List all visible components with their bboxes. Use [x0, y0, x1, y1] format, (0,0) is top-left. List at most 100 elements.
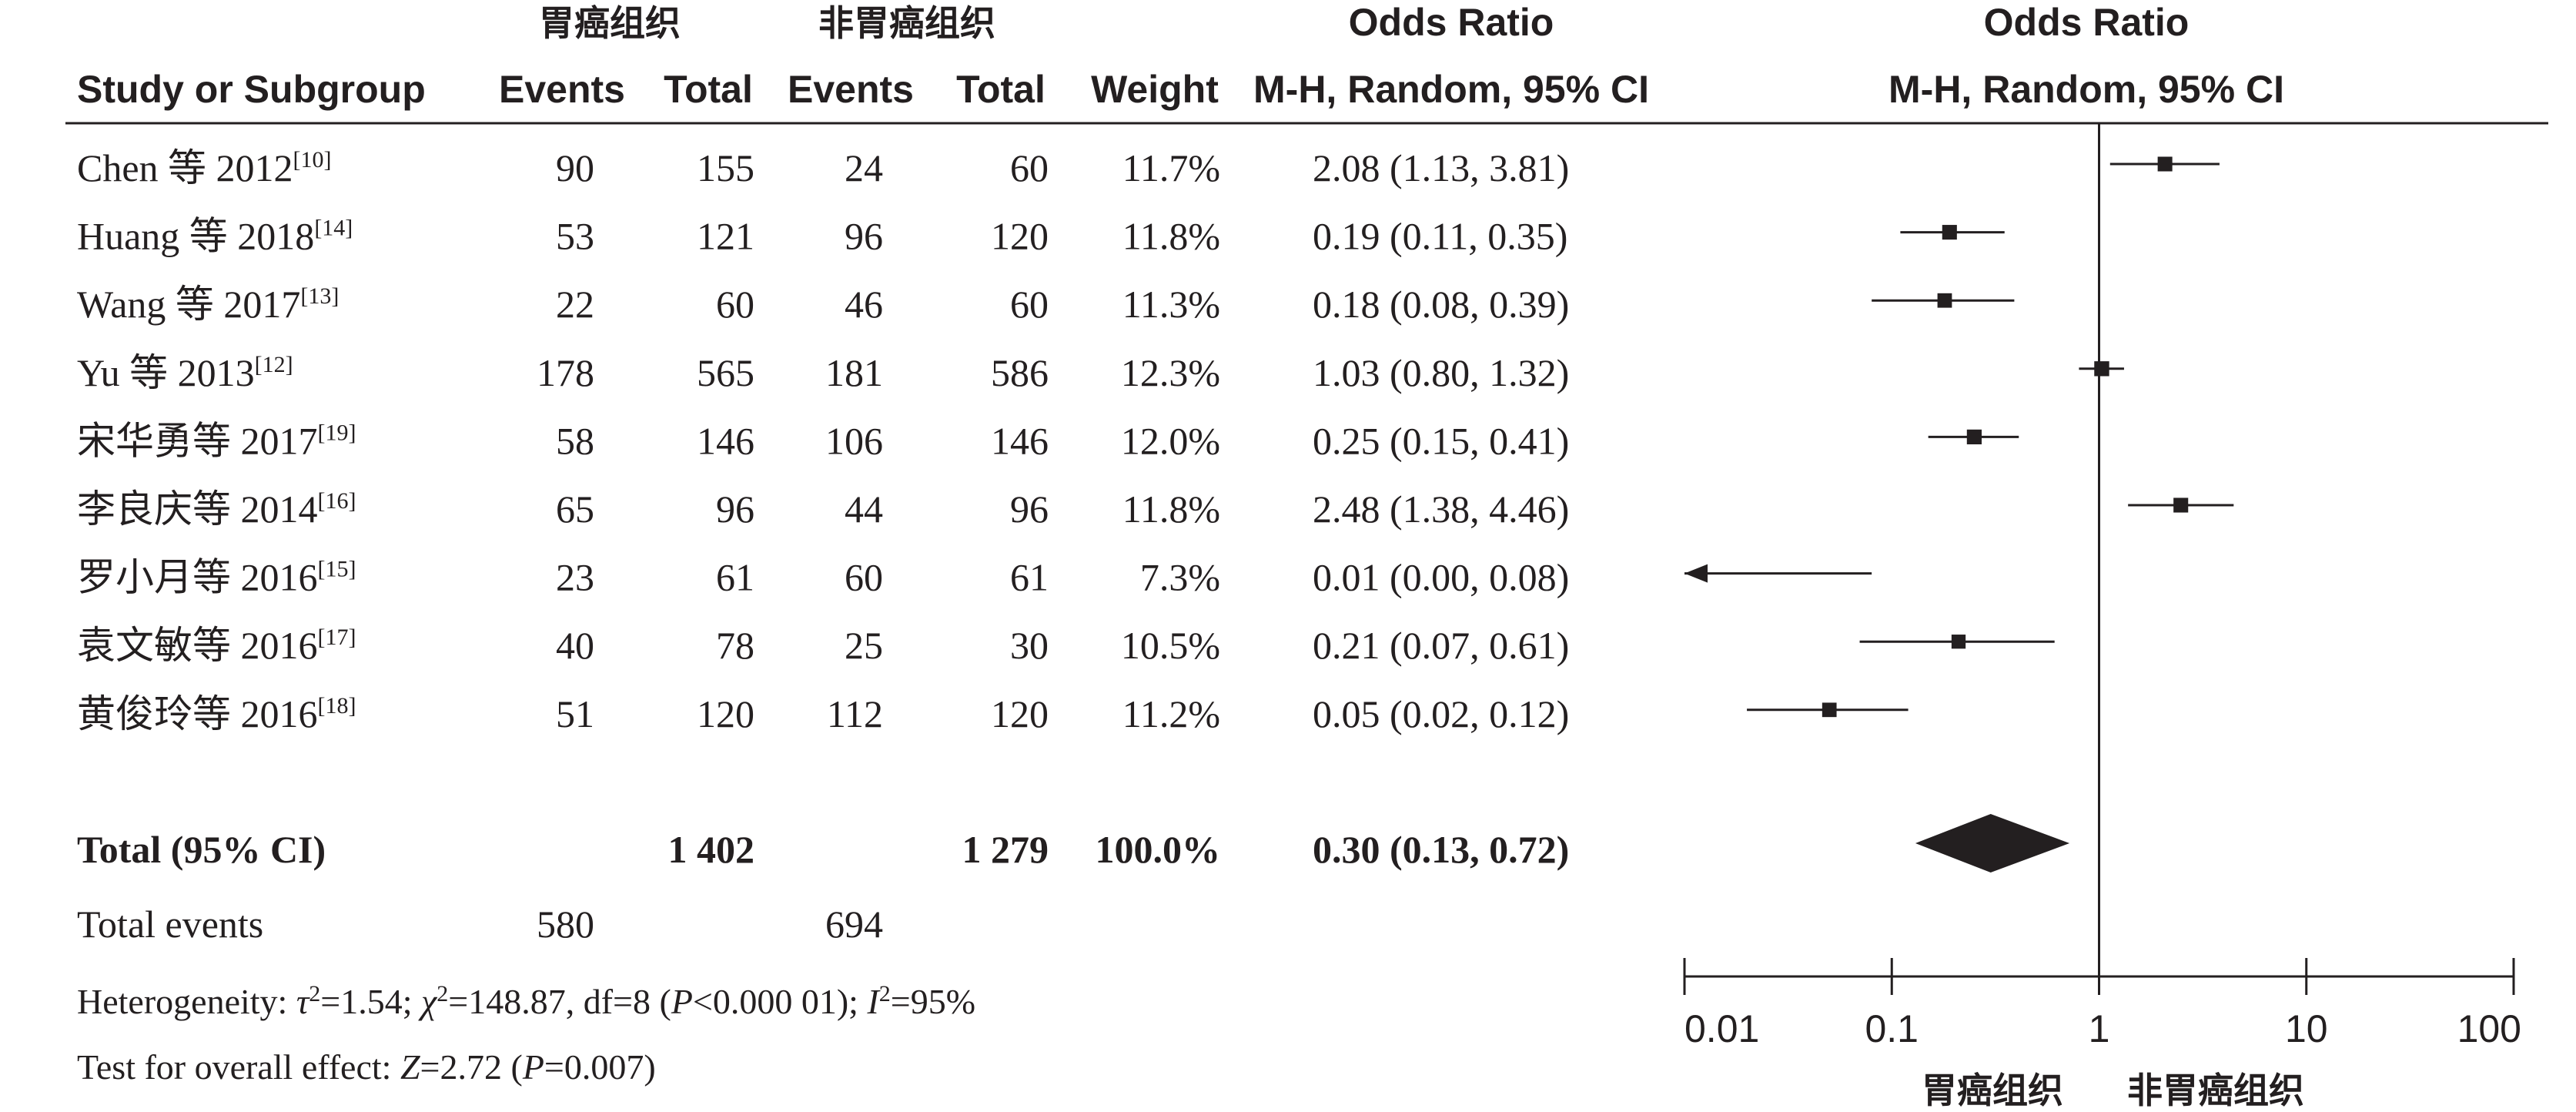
events2-cell: 112: [827, 692, 883, 735]
study-name: Wang 等 2017[13]: [77, 283, 339, 326]
events2-cell: 24: [845, 146, 883, 189]
events2-header: Events: [788, 68, 914, 111]
events2-cell: 44: [845, 487, 883, 531]
events2-cell: 96: [845, 215, 883, 258]
events1-cell: 53: [556, 215, 594, 258]
total1-cell: 146: [697, 419, 754, 462]
weight-cell: 7.3%: [1140, 556, 1220, 599]
study-name: Yu 等 2013[12]: [77, 351, 293, 394]
weight-cell: 12.3%: [1121, 351, 1220, 394]
point-estimate: [1966, 429, 1982, 444]
total1-cell: 78: [716, 624, 754, 667]
or-ci-cell: 0.19 (0.11, 0.35): [1313, 215, 1567, 258]
events1-cell: 58: [556, 419, 594, 462]
x-axis: 0.01 0.1 1 10 100: [1683, 958, 2521, 1050]
total1-cell: 155: [697, 146, 754, 189]
weight-header: Weight: [1091, 68, 1219, 111]
total1-cell: 565: [697, 351, 754, 394]
study-name: 宋华勇等 2017[19]: [77, 419, 356, 462]
study-rows: Chen 等 2012[10] 90 155 24 60 11.7% 2.08 (1.13,…: [77, 146, 1569, 735]
total2-cell: 120: [991, 215, 1049, 258]
point-estimate: [1937, 293, 1952, 308]
or-ci-header: M-H, Random, 95% CI: [1253, 68, 1649, 111]
or-ci-cell: 0.21 (0.07, 0.61): [1313, 624, 1569, 667]
point-estimate: [1942, 225, 1957, 240]
x-tick-label: 100: [2457, 1007, 2521, 1050]
total2-cell: 586: [991, 351, 1049, 394]
point-estimate: [2094, 361, 2109, 377]
total1-cell: 60: [716, 283, 754, 326]
total-events1: 580: [537, 903, 594, 946]
point-estimate: [2173, 497, 2189, 513]
total2-cell: 30: [1010, 624, 1049, 667]
favours-left-label: 胃癌组织: [1922, 1070, 2063, 1111]
x-tick-label: 0.01: [1684, 1007, 1759, 1050]
point-estimate: [1822, 702, 1837, 718]
events2-cell: 181: [825, 351, 883, 394]
total-label: Total (95% CI): [77, 828, 326, 871]
total2-header: Total: [956, 68, 1045, 111]
group2-header: 非胃癌组织: [818, 2, 995, 44]
total1-cell: 121: [697, 215, 754, 258]
or-ci-cell: 0.18 (0.08, 0.39): [1313, 283, 1569, 326]
study-name: 李良庆等 2014[16]: [77, 487, 356, 531]
total2-cell: 146: [991, 419, 1049, 462]
total1-cell: 96: [716, 487, 754, 531]
point-estimate: [2157, 156, 2173, 172]
or-ci-cell: 2.48 (1.38, 4.46): [1313, 487, 1569, 531]
or-ci-cell: 2.08 (1.13, 3.81): [1313, 146, 1569, 189]
or-ci-cell: 0.01 (0.00, 0.08): [1313, 556, 1569, 599]
total1-cell: 120: [697, 692, 754, 735]
point-estimate: [1951, 635, 1966, 649]
total-ci: 0.30 (0.13, 0.72): [1313, 828, 1569, 871]
study-column-header: Study or Subgroup: [77, 68, 426, 111]
weight-cell: 12.0%: [1121, 419, 1220, 462]
total2-value: 1 279: [962, 828, 1049, 871]
x-tick-label: 1: [2089, 1007, 2110, 1050]
total1-cell: 61: [716, 556, 754, 599]
or-ci-cell: 0.05 (0.02, 0.12): [1313, 692, 1569, 735]
pooled-diamond: [1915, 814, 2070, 873]
total-weight: 100.0%: [1096, 828, 1221, 871]
or-ci-cell: 0.25 (0.15, 0.41): [1313, 419, 1569, 462]
weight-cell: 11.2%: [1122, 692, 1220, 735]
total-events-label: Total events: [77, 903, 263, 946]
plot-header: Odds Ratio: [1984, 1, 2190, 44]
weight-cell: 11.8%: [1122, 215, 1220, 258]
events1-header: Events: [499, 68, 625, 111]
total2-cell: 60: [1010, 283, 1049, 326]
favours-right-label: 非胃癌组织: [2127, 1070, 2304, 1111]
events1-cell: 23: [556, 556, 594, 599]
weight-cell: 11.3%: [1122, 283, 1220, 326]
events2-cell: 106: [825, 419, 883, 462]
plot-ci-header: M-H, Random, 95% CI: [1889, 68, 2284, 111]
events1-cell: 51: [556, 692, 594, 735]
events2-cell: 60: [845, 556, 883, 599]
events2-cell: 46: [845, 283, 883, 326]
total-events2: 694: [825, 903, 883, 946]
study-name: Huang 等 2018[14]: [77, 215, 353, 258]
x-tick-label: 0.1: [1865, 1007, 1919, 1050]
x-tick-label: 10: [2285, 1007, 2328, 1050]
events1-cell: 40: [556, 624, 594, 667]
or-column-header: Odds Ratio: [1349, 1, 1554, 44]
weight-cell: 11.8%: [1122, 487, 1220, 531]
group1-header: 胃癌组织: [539, 2, 681, 44]
events1-cell: 178: [537, 351, 594, 394]
ci-arrow: [1684, 564, 1708, 583]
weight-cell: 11.7%: [1122, 146, 1220, 189]
study-name: 袁文敏等 2016[17]: [77, 624, 356, 667]
study-name: Chen 等 2012[10]: [77, 146, 332, 189]
or-ci-cell: 1.03 (0.80, 1.32): [1313, 351, 1569, 394]
study-name: 黄俊玲等 2016[18]: [77, 692, 356, 735]
total2-cell: 61: [1010, 556, 1049, 599]
events1-cell: 65: [556, 487, 594, 531]
total1-value: 1 402: [668, 828, 755, 871]
events1-cell: 22: [556, 283, 594, 326]
study-name: 罗小月等 2016[15]: [77, 556, 356, 599]
weight-cell: 10.5%: [1121, 624, 1220, 667]
events1-cell: 90: [556, 146, 594, 189]
events2-cell: 25: [845, 624, 883, 667]
overall-effect-text: Test for overall effect: Z=2.72 (P=0.007…: [77, 1047, 656, 1087]
